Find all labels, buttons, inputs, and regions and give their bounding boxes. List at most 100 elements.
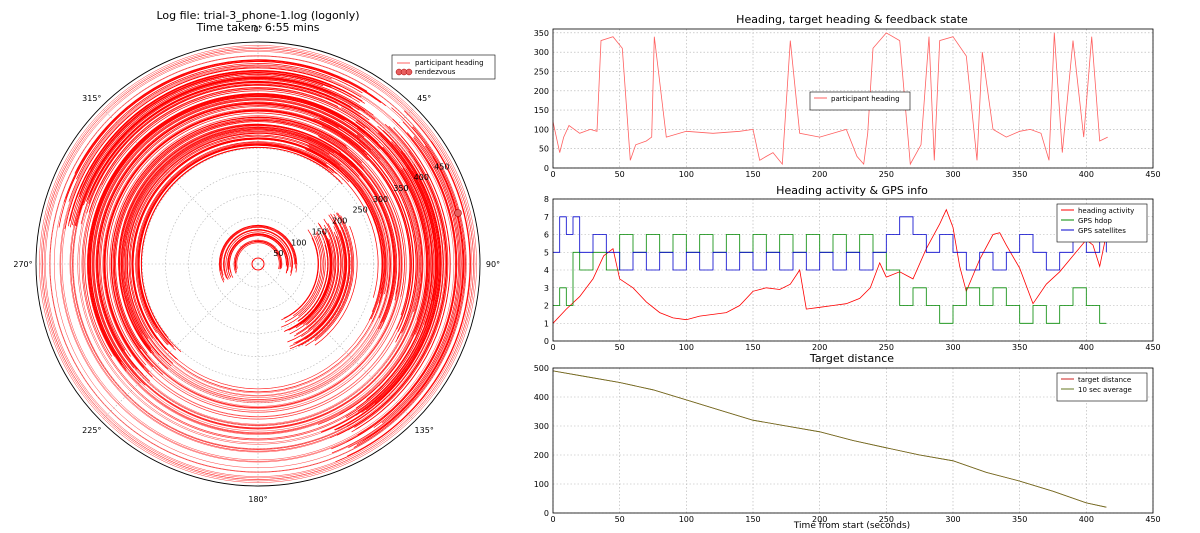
target-distance-chart: Target distance 0 50 100 150 200 250 300 350 400… [534, 352, 1161, 531]
x-tick-label: 0 [550, 170, 555, 179]
polar-heading-arc [373, 137, 459, 428]
polar-heading-arc [120, 126, 364, 354]
polar-heading-arc [309, 148, 385, 320]
legend-entry: heading activity [1078, 207, 1134, 215]
polar-heading-arc [115, 121, 365, 354]
polar-heading-arc [319, 136, 400, 295]
polar-heading-ring [114, 120, 402, 408]
polar-heading-arc [347, 110, 471, 457]
polar-heading-arc [298, 232, 325, 317]
polar-heading-arc [325, 133, 405, 297]
polar-legend-rendezvous-dot-3 [405, 68, 413, 76]
polar-heading-arc [306, 136, 395, 324]
polar-heading-arc [289, 214, 349, 350]
polar-heading-arc [287, 235, 342, 343]
polar-title-line1: Log file: trial-3_phone-1.log (logonly) [156, 9, 359, 22]
series-line-gps-satellites [553, 216, 1107, 271]
polar-heading-arc [341, 107, 436, 325]
polar-angle-label: 180° [248, 495, 267, 504]
polar-heading-arc [355, 170, 439, 416]
x-tick-label: 300 [945, 343, 960, 352]
target-distance-xlabel: Time from start (seconds) [793, 521, 910, 531]
polar-heading-ring [109, 115, 407, 413]
polar-heading-arc [119, 125, 333, 370]
polar-heading-arc [305, 228, 337, 326]
polar-heading-arc [305, 230, 348, 340]
polar-heading-arc [227, 233, 289, 274]
polar-heading-arc [223, 229, 293, 272]
polar-angle-labels: 0° 45° 90° 135° 180° 225° 270° 315° [13, 25, 500, 504]
polar-heading-rings [39, 45, 477, 483]
polar-heading-ring [60, 66, 456, 462]
polar-heading-arc [303, 237, 346, 339]
polar-heading-ring [42, 48, 474, 480]
polar-heading-arc [67, 70, 363, 227]
polar-radial-label: 450 [434, 162, 449, 171]
polar-heading-arc [223, 229, 293, 280]
polar-heading-arc [351, 127, 451, 433]
polar-heading-arc [371, 132, 437, 402]
polar-heading-ring [49, 55, 467, 473]
y-tick-label: 300 [534, 48, 549, 57]
polar-heading-arc [86, 85, 323, 214]
polar-angle-label: 0° [253, 25, 262, 34]
activity-gps-chart-legend: heading activity GPS hdop GPS satellites [1056, 203, 1148, 243]
x-tick-label: 100 [679, 170, 694, 179]
x-tick-label: 400 [1079, 515, 1094, 524]
polar-heading-arc [336, 158, 447, 436]
heading-chart: Heading, target heading & feedback state… [534, 13, 1161, 179]
x-tick-label: 250 [879, 515, 894, 524]
polar-heading-arc [101, 88, 371, 186]
polar-heading-arc [297, 244, 328, 322]
series-line-target-distance [552, 370, 1107, 508]
polar-heading-arc [319, 95, 438, 301]
y-tick-label: 200 [534, 87, 549, 96]
polar-heading-ring [70, 76, 446, 452]
polar-heading-arc [314, 212, 353, 339]
x-tick-label: 300 [945, 515, 960, 524]
polar-heading-arc [331, 121, 462, 454]
polar-heading-arc [301, 227, 351, 346]
polar-heading-ring [43, 49, 473, 479]
polar-angle-label: 270° [13, 260, 32, 269]
polar-heading-arc [358, 141, 417, 343]
polar-heading-arc [299, 230, 332, 325]
polar-heading-arc [110, 116, 347, 368]
polar-heading-arc [138, 144, 329, 351]
activity-gps-chart-title: Heading activity & GPS info [776, 184, 928, 197]
series-line-10-sec-average [552, 370, 1107, 508]
polar-heading-arc [366, 133, 429, 337]
polar-heading-arc [356, 127, 427, 321]
polar-heading-arc [97, 103, 377, 375]
polar-heading-arc [314, 215, 355, 342]
polar-angle-label: 225° [82, 426, 101, 435]
polar-heading-arc [85, 80, 352, 202]
y-tick-label: 200 [534, 451, 549, 460]
y-tick-label: 300 [534, 422, 549, 431]
polar-legend: participant heading rendezvous [391, 54, 496, 80]
legend-box [809, 91, 911, 111]
heading-chart-series [552, 32, 1108, 166]
activity-gps-chart-frame [552, 198, 1154, 342]
polar-heading-arc [301, 226, 343, 338]
polar-heading-arc [127, 133, 330, 364]
x-tick-label: 250 [879, 170, 894, 179]
polar-heading-arc [76, 63, 363, 180]
polar-heading-ring [73, 79, 443, 449]
polar-heading-arc [288, 233, 332, 331]
target-distance-chart-series [552, 370, 1107, 508]
y-tick-label: 150 [534, 106, 549, 115]
polar-heading-arc [308, 147, 386, 304]
polar-heading-arc [341, 136, 411, 296]
polar-radial-label: 50 [273, 249, 283, 258]
polar-heading-arc [76, 59, 339, 171]
target-distance-chart-legend: target distance 10 sec average [1056, 372, 1148, 402]
y-tick-label: 350 [534, 29, 549, 38]
polar-heading-arc [311, 155, 379, 298]
polar-heading-arc [327, 124, 414, 318]
polar-heading-arc [341, 127, 418, 332]
polar-heading-ring [49, 55, 467, 473]
polar-heading-arc [88, 94, 366, 365]
polar-heading-arc [308, 143, 389, 295]
polar-heading-arc [132, 138, 343, 360]
